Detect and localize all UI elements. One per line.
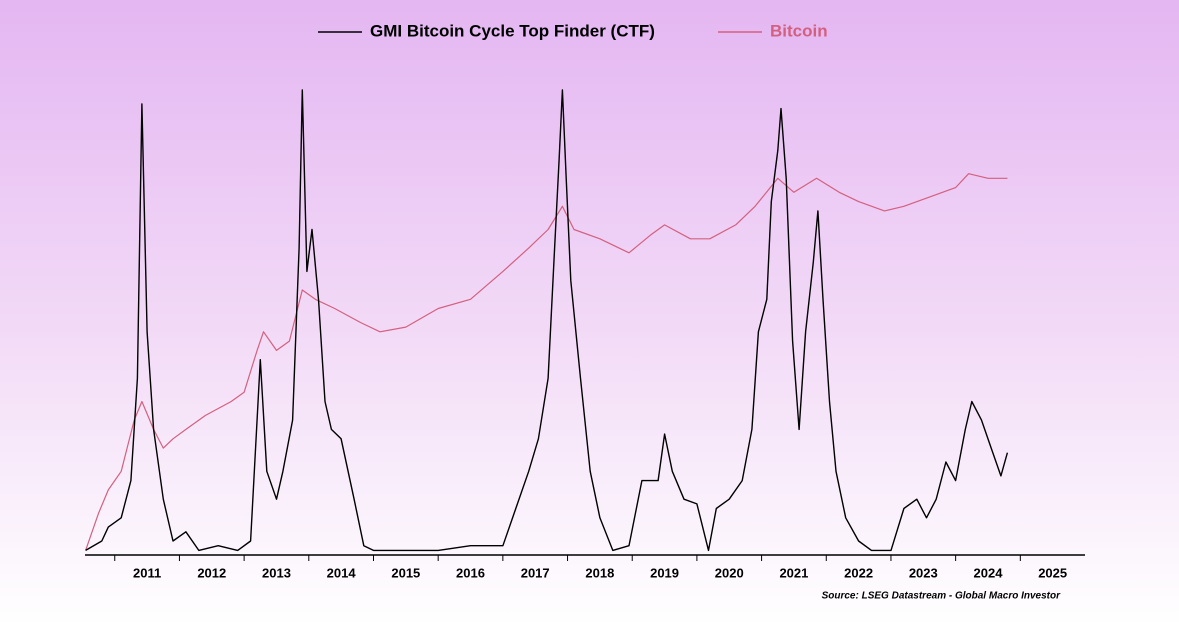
series-line [85, 89, 1009, 552]
x-tick-label: 2013 [262, 565, 291, 580]
x-tick-label: 2015 [391, 565, 420, 580]
x-tick-label: 2023 [909, 565, 938, 580]
x-tick-label: 2018 [585, 565, 614, 580]
x-tick-label: 2012 [197, 565, 226, 580]
legend-label: Bitcoin [770, 21, 828, 40]
x-tick-label: 2020 [715, 565, 744, 580]
legend-label: GMI Bitcoin Cycle Top Finder (CTF) [370, 21, 655, 40]
x-tick-label: 2014 [327, 565, 357, 580]
x-tick-label: 2019 [650, 565, 679, 580]
series-line [85, 173, 1008, 551]
x-tick-label: 2024 [974, 565, 1004, 580]
source-note: Source: LSEG Datastream - Global Macro I… [822, 591, 1062, 602]
x-tick-label: 2025 [1038, 565, 1067, 580]
x-tick-label: 2017 [521, 565, 550, 580]
x-tick-label: 2011 [133, 565, 161, 580]
x-tick-label: 2016 [456, 565, 485, 580]
x-tick-label: 2022 [844, 565, 873, 580]
x-tick-label: 2021 [779, 565, 808, 580]
